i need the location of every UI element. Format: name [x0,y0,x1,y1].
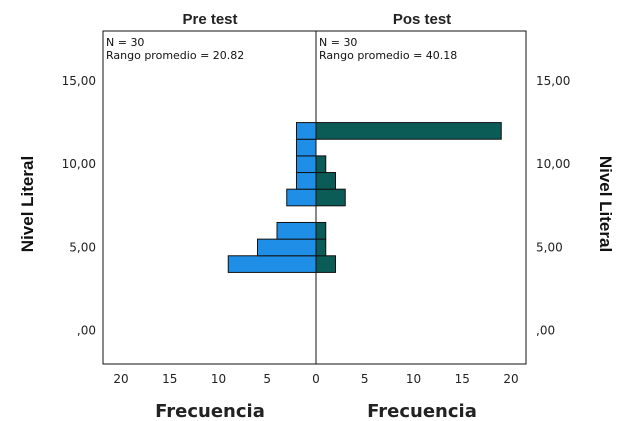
pre-test-title: Pre test [182,11,237,28]
x-tick-label: 5 [361,372,369,386]
pos-test-bar [315,255,336,273]
pos-test-bar [315,122,502,140]
x-tick-label: 20 [113,372,128,386]
y-tick-label-left: 15,00 [62,74,96,88]
pre-test-bar [296,138,317,157]
pre-test-bar [257,238,317,257]
pre-test-bar [296,155,317,174]
pre-test-bar [286,188,317,207]
y-tick-label-right: ,00 [536,324,555,338]
pos-test-n: N = 30 [319,36,357,49]
y-tick-label-right: 15,00 [536,74,570,88]
y-axis-label-right: Nivel Literal [596,156,615,252]
x-tick-label: 5 [263,372,271,386]
y-tick-label-left: 10,00 [62,157,96,171]
pre-test-bar [276,221,317,240]
y-tick-label-left: 5,00 [69,240,96,254]
x-tick-label: 10 [406,372,421,386]
pre-test-bar [296,122,317,140]
pre-test-rango: Rango promedio = 20.82 [106,49,244,62]
y-tick-label-right: 5,00 [536,240,563,254]
x-tick-label: 10 [211,372,226,386]
x-tick-label: 20 [503,372,518,386]
y-ticks-right: ,00 5,00 10,00 15,00 [536,74,570,338]
pos-test-bar [315,188,346,207]
pos-test-bar [315,238,327,257]
y-tick-label-right: 10,00 [536,157,570,171]
y-axis-label-left: Nivel Literal [18,156,37,252]
bars-group [227,122,502,273]
pos-test-title: Pos test [393,11,451,28]
pos-test-bar [315,172,336,190]
y-ticks-left: ,00 5,00 10,00 15,00 [62,74,96,338]
y-tick-label-left: ,00 [77,324,96,338]
pre-test-n: N = 30 [106,36,144,49]
pos-test-bar [315,155,327,174]
pre-test-bar [296,172,317,190]
plot-frame [102,30,527,365]
pre-test-bar [227,255,317,273]
pos-test-rango: Rango promedio = 40.18 [319,49,457,62]
x-ticks: 20 15 10 5 0 5 10 15 20 [113,372,518,386]
pos-test-bar [315,221,327,240]
x-tick-label: 15 [162,372,177,386]
x-tick-label: 0 [312,372,320,386]
x-tick-label: 15 [455,372,470,386]
x-axis-label-right: Frecuencia [367,401,477,421]
x-axis-label-left: Frecuencia [155,401,265,421]
